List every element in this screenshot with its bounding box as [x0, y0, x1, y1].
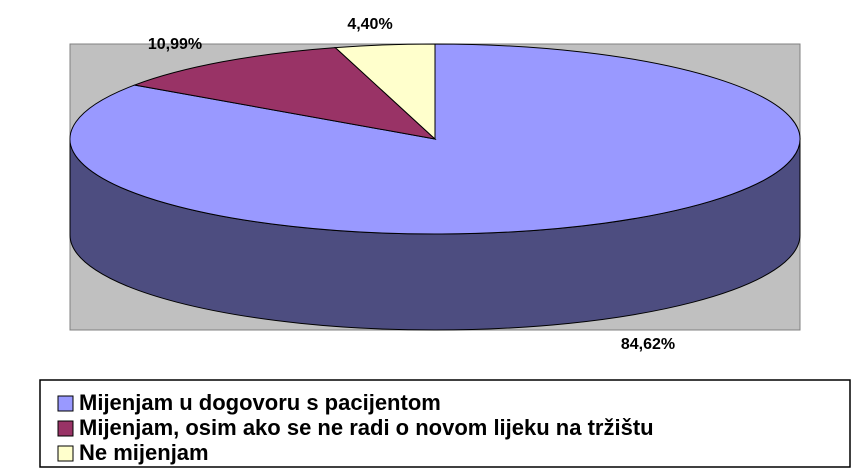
value-label: 4,40%: [347, 16, 392, 33]
value-label: 84,62%: [621, 336, 675, 353]
pie-slice: [334, 43, 436, 141]
legend-label: Ne mijenjam: [79, 440, 209, 465]
legend: [39, 379, 851, 468]
legend-swatch: [57, 395, 74, 412]
legend-label: Mijenjam u dogovoru s pacijentom: [79, 390, 441, 415]
legend-swatch: [57, 445, 74, 462]
value-label: 10,99%: [148, 36, 202, 53]
legend-label: Mijenjam, osim ako se ne radi o novom li…: [79, 415, 654, 440]
legend-swatch: [57, 420, 74, 437]
